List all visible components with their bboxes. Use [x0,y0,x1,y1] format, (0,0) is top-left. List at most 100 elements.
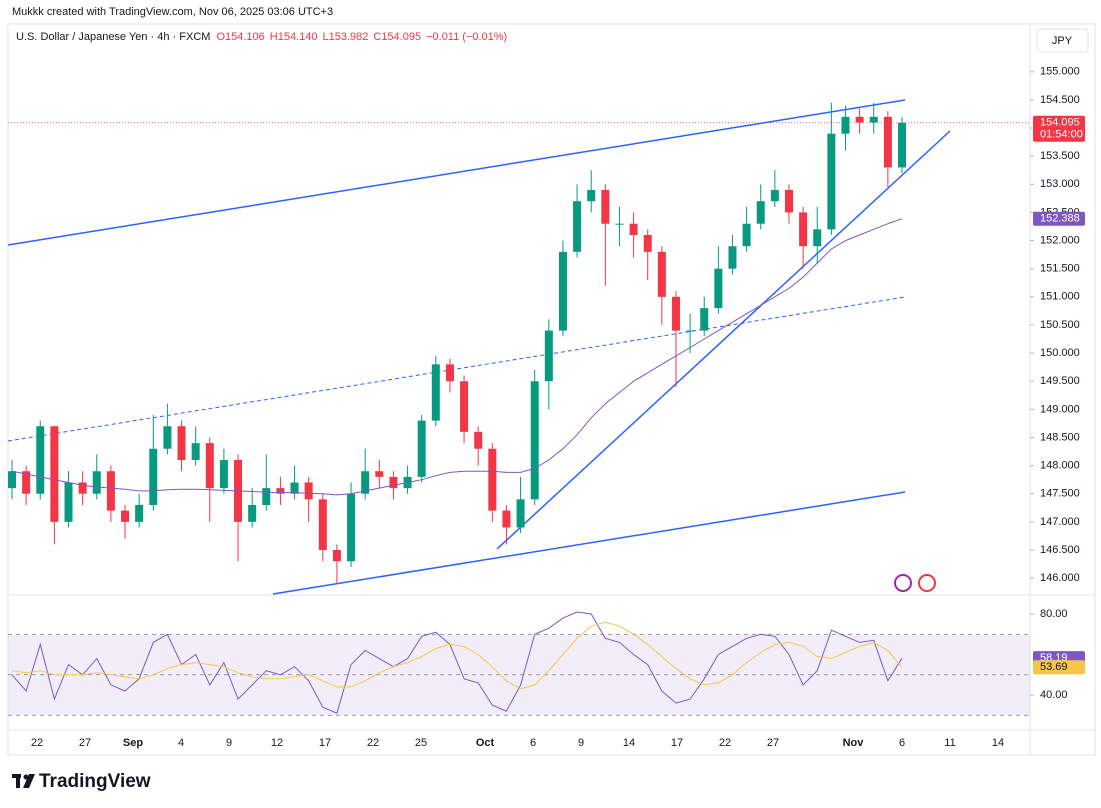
candle-body [799,212,808,247]
candle-body [756,201,765,224]
candle-body [573,201,582,252]
x-tick-label: 11 [944,737,955,749]
y-tick-label: 146.000 [1040,572,1080,584]
x-tick-label: 9 [226,737,232,749]
candle-body [445,364,454,382]
candle-body [318,499,327,550]
candle-body [248,504,257,522]
x-tick-label: 4 [178,737,184,749]
candle-body [417,420,426,477]
x-tick-label: 22 [31,737,43,749]
candle-body [530,381,539,500]
x-tick-label: 14 [623,737,635,749]
x-tick-label: Oct [476,737,495,749]
last-price-label: 154.095 [1040,117,1080,129]
rsi-tick-label: 80.00 [1040,608,1068,620]
candle-body [78,482,87,494]
y-tick-label: 153.000 [1040,178,1080,190]
candle-body [332,549,341,562]
x-tick-label: 27 [767,737,779,749]
y-tick-label: 151.500 [1040,263,1080,275]
x-tick-label: 17 [671,737,683,749]
x-tick-label: Nov [843,737,865,749]
candle-body [431,364,440,421]
y-tick-label: 147.000 [1040,516,1080,528]
y-tick-label: 152.000 [1040,234,1080,246]
ma-label-box [1033,211,1085,226]
rsi-ma-line [11,621,903,690]
currency-button[interactable] [1036,28,1089,53]
candle-body [177,426,186,460]
x-tick-label: 9 [578,737,584,749]
candle-body [742,223,751,247]
symbol: U.S. Dollar / Japanese Yen · 4h · FXCM [16,31,210,43]
event-icon[interactable] [894,574,912,592]
candle-body [516,499,525,528]
x-tick-label: 6 [899,737,905,749]
currency[interactable]: JPY [1052,35,1073,47]
logo-icon [23,774,35,788]
x-tick-label: 27 [79,737,91,749]
x-tick-label: 25 [415,737,427,749]
rsi-line [11,611,903,714]
close: C154.095 [373,31,421,43]
candle-body [290,482,299,494]
candle-body [770,189,779,202]
candle-body [883,116,892,168]
frame [7,23,1096,756]
candle-body [276,488,285,494]
x-tick-label: 17 [319,737,331,749]
x-tick-label: 22 [367,737,379,749]
candle-body [375,471,384,477]
candle-body [601,189,610,224]
candle-body [64,482,73,522]
x-tick-label: 22 [719,737,731,749]
trendline [496,130,951,550]
event-icon[interactable] [918,574,936,592]
x-tick-label: 12 [271,737,283,749]
candle-body [855,116,864,123]
y-tick-label: 155.000 [1040,66,1080,78]
last-price-label-box [1033,115,1085,142]
y-tick-label: 151.000 [1040,291,1080,303]
logo-icon [16,774,20,788]
x-tick-label: 14 [992,737,1004,749]
candle-body [615,223,624,225]
candle-body [488,448,497,511]
candle-body [502,510,511,528]
candle-body [686,330,695,332]
candle-body [841,116,850,134]
high: H154.140 [270,31,318,43]
y-tick-label: 146.500 [1040,544,1080,556]
y-tick-label: 147.500 [1040,488,1080,500]
y-tick-label: 150.500 [1040,319,1080,331]
candle-body [219,459,228,489]
channel-lower [272,491,906,595]
drawings [8,99,951,595]
candle-body [898,122,906,168]
y-tick-label: 154.500 [1040,94,1080,106]
y-tick-label: 149.000 [1040,403,1080,415]
channel-middle [8,296,906,442]
candle-body [22,471,31,494]
candle-body [587,189,596,202]
candle-body [558,251,567,331]
y-tick-label: 150.000 [1040,347,1080,359]
low: L153.982 [322,31,368,43]
logo-text: TradingView [39,771,151,792]
candle-body [92,471,101,494]
candle-body [36,426,45,494]
rsi-tick-label: 40.00 [1040,689,1068,701]
candle-body [262,488,271,505]
x-tick-label: 6 [530,737,536,749]
open: O154.106 [216,31,264,43]
candle-body [643,234,652,252]
candle-body [191,443,200,460]
rsi-ma-label: 53.69 [1040,661,1068,673]
y-tick-label: 148.500 [1040,431,1080,443]
logo: TradingView [12,771,151,792]
candle-body [205,443,214,489]
legend: U.S. Dollar / Japanese Yen · 4h · FXCM O1… [16,31,507,43]
